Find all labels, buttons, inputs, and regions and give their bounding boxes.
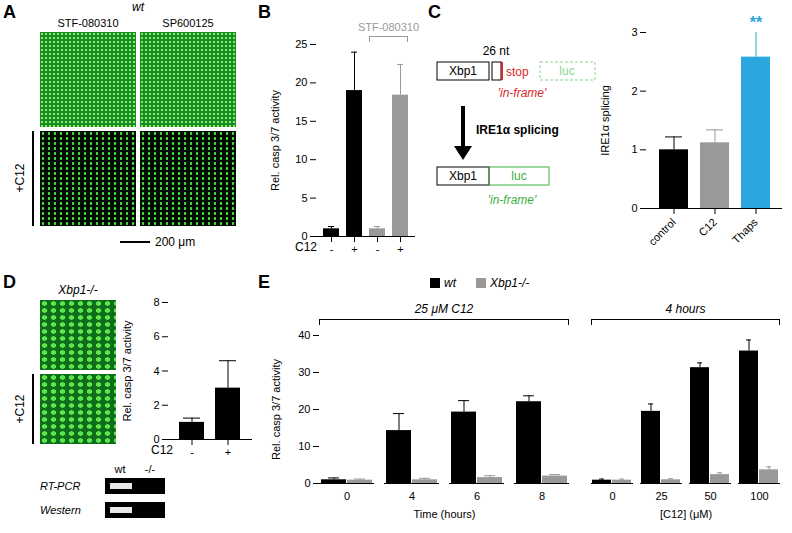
html-text:C12: C12: [295, 240, 317, 254]
svg-text:20: 20: [295, 76, 307, 88]
svg-text:4: 4: [153, 365, 159, 377]
svg-text:100: 100: [750, 490, 768, 502]
svg-text:-: -: [330, 243, 334, 255]
svg-text:control: control: [646, 216, 678, 248]
svg-text:5: 5: [301, 192, 307, 204]
svg-text:+: +: [225, 446, 231, 458]
html-text:wt: wt: [132, 0, 144, 14]
svg-text:luc: luc: [559, 64, 574, 78]
svg-text:luc: luc: [511, 169, 526, 183]
svg-text:50: 50: [704, 490, 716, 502]
svg-text:-: -: [376, 243, 380, 255]
svg-text:+: +: [351, 243, 357, 255]
html-text:+C12: +C12: [13, 394, 27, 424]
html-text:Xbp1-/-: Xbp1-/-: [490, 276, 530, 290]
svg-text:Time (hours): Time (hours): [414, 508, 476, 520]
svg-text:25: 25: [655, 490, 667, 502]
svg-text:20: 20: [298, 403, 310, 415]
html-text:Western: Western: [40, 504, 81, 516]
svg-text:10: 10: [295, 153, 307, 165]
html-text:4 hours: 4 hours: [665, 302, 706, 316]
svg-text:0: 0: [609, 490, 615, 502]
svg-text:30: 30: [298, 366, 310, 378]
html-text:E: E: [258, 272, 270, 292]
svg-text:8: 8: [539, 490, 545, 502]
svg-text:'in-frame': 'in-frame': [498, 86, 547, 100]
html-text:wt: wt: [114, 463, 126, 475]
svg-text:2: 2: [631, 85, 637, 97]
svg-text:15: 15: [295, 115, 307, 127]
svg-text:10: 10: [298, 440, 310, 452]
svg-text:26 nt: 26 nt: [483, 44, 510, 58]
svg-text:Rel. casp 3/7 activity: Rel. casp 3/7 activity: [121, 320, 133, 421]
svg-text:0: 0: [153, 433, 160, 445]
svg-text:[C12] (μM): [C12] (μM): [660, 508, 712, 520]
html-text:SP600125: SP600125: [162, 17, 214, 29]
svg-text:Xbp1: Xbp1: [449, 64, 477, 78]
svg-text:Rel. casp 3/7 activity: Rel. casp 3/7 activity: [270, 359, 282, 460]
html-text:25 μM C12: 25 μM C12: [414, 302, 474, 316]
html-text:C12: C12: [151, 443, 173, 457]
svg-text:IRE1α splicing: IRE1α splicing: [599, 85, 611, 156]
svg-text:'in-frame': 'in-frame': [488, 193, 537, 207]
html-text:RT-PCR: RT-PCR: [40, 480, 81, 492]
svg-text:+: +: [397, 243, 403, 255]
html-text:B: B: [258, 2, 271, 22]
svg-text:C12: C12: [696, 216, 719, 239]
html-text:Xbp1-/-: Xbp1-/-: [58, 283, 98, 297]
html-text:200 μm: 200 μm: [155, 235, 196, 249]
svg-text:stop: stop: [506, 65, 529, 79]
svg-text:IRE1α splicing: IRE1α splicing: [476, 123, 559, 137]
html-text:+C12: +C12: [13, 163, 27, 193]
svg-text:6: 6: [153, 330, 159, 342]
svg-text:3: 3: [631, 26, 637, 38]
svg-text:6: 6: [474, 490, 480, 502]
html-text:D: D: [3, 272, 16, 292]
svg-text:8: 8: [153, 296, 159, 308]
svg-text:25: 25: [295, 38, 307, 50]
svg-text:Rel. casp 3/7 activity: Rel. casp 3/7 activity: [269, 90, 281, 191]
svg-text:**: **: [750, 14, 763, 31]
svg-text:0: 0: [631, 202, 637, 214]
svg-text:40: 40: [298, 329, 310, 341]
svg-text:-: -: [190, 446, 194, 458]
html-text:wt: wt: [444, 276, 456, 290]
html-text:C: C: [428, 2, 441, 22]
svg-text:0: 0: [304, 477, 310, 489]
svg-text:2: 2: [153, 399, 159, 411]
svg-text:Xbp1: Xbp1: [449, 169, 477, 183]
html-text:A: A: [3, 2, 16, 22]
html-text:STF-080310: STF-080310: [357, 21, 420, 33]
svg-text:1: 1: [631, 143, 637, 155]
svg-text:0: 0: [344, 490, 350, 502]
svg-text:0: 0: [301, 230, 308, 242]
html-text:STF-080310: STF-080310: [57, 17, 119, 29]
svg-text:4: 4: [409, 490, 415, 502]
svg-text:Thaps: Thaps: [730, 215, 760, 245]
